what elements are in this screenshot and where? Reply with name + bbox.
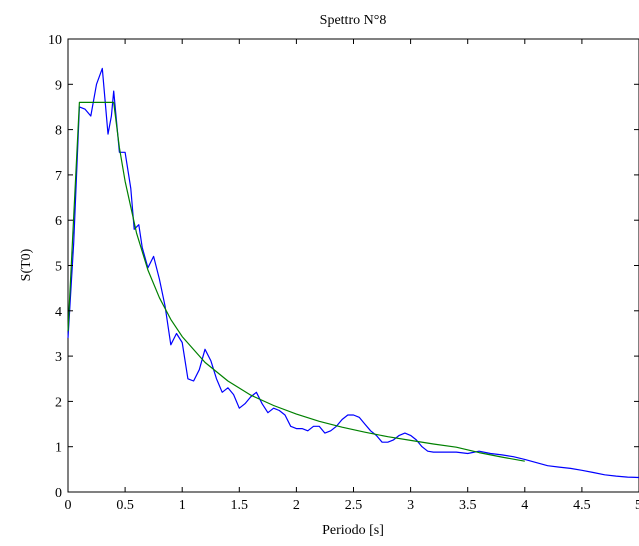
y-tick-label: 1 xyxy=(55,441,62,456)
x-tick-label: 0 xyxy=(65,498,72,513)
x-tick-label: 2.5 xyxy=(345,498,363,513)
y-tick-label: 9 xyxy=(55,78,62,93)
x-tick-label: 0.5 xyxy=(116,498,134,513)
x-tick-label: 2 xyxy=(293,498,300,513)
y-tick-label: 6 xyxy=(55,214,62,229)
x-tick-label: 1.5 xyxy=(231,498,249,513)
plot-frame xyxy=(67,38,639,493)
x-tick-label: 1 xyxy=(179,498,186,513)
x-tick-label: 4 xyxy=(521,498,528,513)
chart-title: Spettro N°8 xyxy=(320,13,387,28)
y-tick-label: 7 xyxy=(55,169,62,184)
ticks-layer: 0 0.5 1 1.5 2 2.5 3 3.5 4 4.5 5 0 1 2 3 4 5 6 7 8 9 10 xyxy=(48,33,639,513)
x-tick-label: 4.5 xyxy=(573,498,591,513)
series-line-blue xyxy=(67,67,639,479)
series-layer xyxy=(67,67,639,479)
x-tick-label: 3 xyxy=(407,498,414,513)
y-tick-label: 4 xyxy=(55,305,62,320)
y-tick-label: 2 xyxy=(55,395,62,410)
x-tick-label: 5 xyxy=(635,498,639,513)
y-axis-title: S(T0) xyxy=(19,248,34,281)
y-tick-label: 3 xyxy=(55,350,62,365)
y-tick-label: 0 xyxy=(55,486,62,501)
y-tick-label: 5 xyxy=(55,260,62,275)
y-tick-label: 10 xyxy=(48,33,62,48)
y-tick-label: 8 xyxy=(55,124,62,139)
x-axis-title: Periodo [s] xyxy=(322,523,384,538)
x-tick-label: 3.5 xyxy=(459,498,477,513)
series-line-green xyxy=(67,101,525,462)
